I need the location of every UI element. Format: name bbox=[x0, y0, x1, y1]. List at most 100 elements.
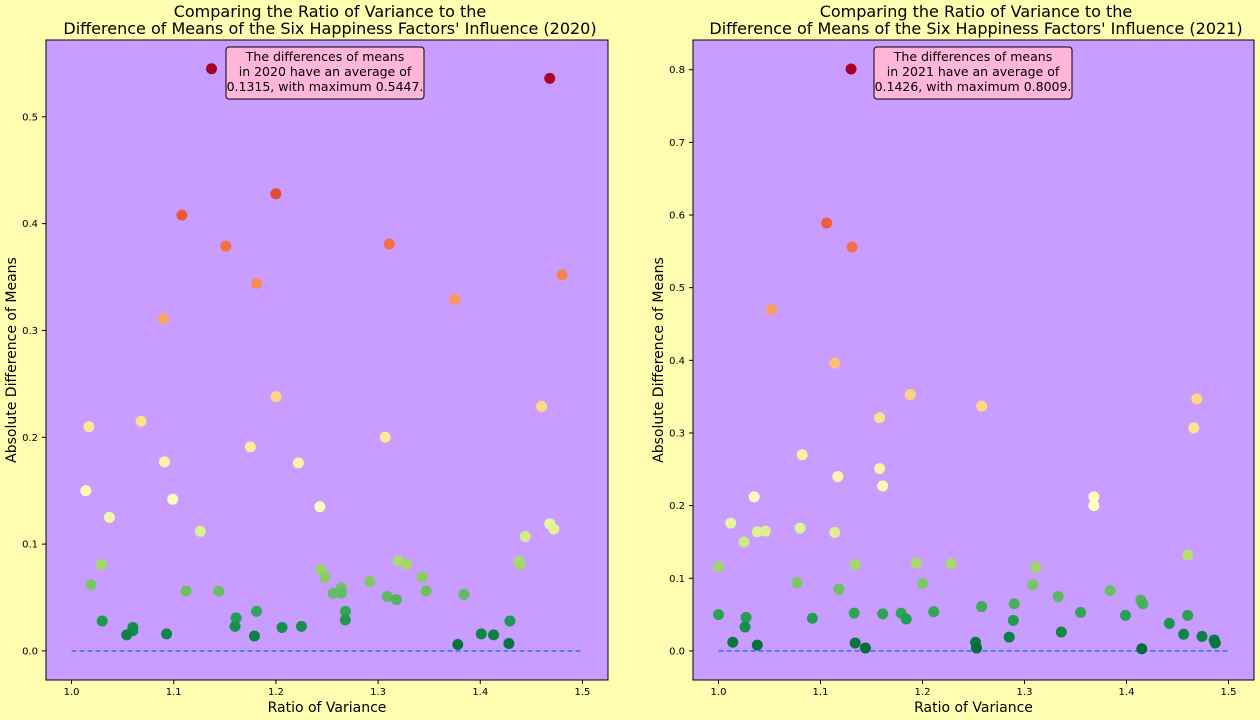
data-point bbox=[488, 629, 500, 641]
data-point bbox=[904, 388, 916, 400]
data-point bbox=[917, 577, 928, 589]
data-point bbox=[80, 485, 92, 497]
data-point bbox=[1178, 628, 1190, 640]
data-point bbox=[556, 269, 568, 281]
data-point bbox=[846, 241, 858, 253]
x-axis-label: Ratio of Variance bbox=[914, 700, 1033, 716]
data-point bbox=[796, 449, 808, 461]
data-point bbox=[229, 620, 241, 632]
data-point bbox=[381, 590, 393, 602]
data-point bbox=[379, 431, 391, 443]
y-tick-label: 0.4 bbox=[22, 219, 38, 230]
data-point bbox=[292, 457, 304, 469]
data-point bbox=[713, 609, 724, 621]
data-point bbox=[452, 639, 464, 651]
data-point bbox=[1136, 643, 1148, 655]
y-tick-label: 0.7 bbox=[669, 138, 685, 149]
data-point bbox=[829, 357, 841, 369]
data-point bbox=[1030, 561, 1042, 573]
y-tick-label: 0.4 bbox=[669, 356, 685, 367]
chart-title-line: Comparing the Ratio of Variance to the bbox=[820, 2, 1133, 21]
data-point bbox=[295, 620, 307, 632]
data-point bbox=[910, 557, 922, 569]
data-point bbox=[544, 72, 556, 84]
data-point bbox=[945, 558, 957, 570]
data-point bbox=[1119, 609, 1131, 621]
chart-title-line: Comparing the Ratio of Variance to the bbox=[174, 2, 487, 21]
data-point bbox=[270, 188, 282, 200]
data-point bbox=[401, 558, 413, 570]
data-point bbox=[536, 400, 548, 412]
data-point bbox=[751, 639, 763, 651]
data-point bbox=[194, 525, 206, 537]
annotation-text-line: in 2021 have an average of bbox=[887, 64, 1060, 79]
data-point bbox=[416, 571, 428, 583]
x-tick-label: 1.5 bbox=[1221, 687, 1237, 698]
annotation-text-line: The differences of means bbox=[893, 49, 1052, 64]
data-point bbox=[1008, 598, 1020, 610]
annotation-text-line: 0.1315, with maximum 0.5447. bbox=[227, 79, 424, 94]
data-point bbox=[738, 536, 750, 548]
data-point bbox=[96, 615, 108, 627]
data-point bbox=[206, 63, 218, 75]
x-tick-label: 1.3 bbox=[1017, 687, 1033, 698]
data-point bbox=[1137, 598, 1149, 610]
data-point bbox=[748, 491, 760, 503]
data-point bbox=[514, 558, 526, 570]
x-tick-label: 1.5 bbox=[575, 687, 591, 698]
y-tick-label: 0.6 bbox=[669, 211, 685, 222]
y-tick-label: 0.2 bbox=[669, 501, 685, 512]
data-point bbox=[449, 293, 461, 305]
data-point bbox=[1088, 491, 1100, 503]
data-point bbox=[327, 587, 339, 599]
data-point bbox=[1163, 617, 1175, 629]
y-tick-label: 0.8 bbox=[669, 65, 685, 76]
data-point bbox=[1209, 637, 1221, 649]
data-point bbox=[1052, 590, 1064, 602]
data-point bbox=[848, 607, 860, 619]
x-tick-label: 1.1 bbox=[166, 687, 182, 698]
data-point bbox=[135, 415, 147, 427]
y-tick-label: 0.0 bbox=[22, 646, 38, 657]
data-point bbox=[740, 612, 752, 624]
data-point bbox=[766, 303, 778, 315]
x-tick-label: 1.4 bbox=[472, 687, 488, 698]
data-point bbox=[971, 642, 983, 654]
data-point bbox=[1182, 609, 1194, 621]
data-point bbox=[845, 63, 857, 75]
y-tick-label: 0.3 bbox=[22, 326, 38, 337]
data-point bbox=[519, 531, 531, 543]
plot-area bbox=[45, 39, 609, 681]
annotation-box bbox=[873, 46, 1073, 100]
data-point bbox=[900, 613, 912, 625]
data-point bbox=[751, 526, 763, 538]
x-tick-label: 1.2 bbox=[268, 687, 284, 698]
data-point bbox=[1055, 626, 1067, 638]
data-point bbox=[874, 412, 886, 424]
data-point bbox=[95, 558, 107, 570]
chart-2021: Comparing the Ratio of Variance to theDi… bbox=[651, 2, 1255, 716]
data-point bbox=[877, 480, 889, 492]
y-tick-label: 0.5 bbox=[669, 283, 685, 294]
data-point bbox=[390, 594, 402, 606]
data-point bbox=[833, 583, 845, 595]
y-tick-label: 0.3 bbox=[669, 428, 685, 439]
data-point bbox=[213, 585, 225, 597]
data-point bbox=[270, 391, 282, 403]
data-point bbox=[383, 238, 395, 250]
data-point bbox=[103, 511, 115, 523]
data-point bbox=[83, 421, 95, 433]
data-point bbox=[158, 313, 170, 325]
data-point bbox=[791, 577, 803, 589]
data-point bbox=[339, 605, 351, 617]
x-tick-label: 1.1 bbox=[813, 687, 829, 698]
data-point bbox=[420, 585, 432, 597]
data-point bbox=[121, 629, 133, 641]
data-point bbox=[1088, 500, 1100, 512]
data-point bbox=[180, 585, 192, 597]
y-tick-label: 0.1 bbox=[669, 574, 685, 585]
data-point bbox=[244, 441, 256, 453]
data-point bbox=[161, 628, 173, 640]
x-tick-label: 1.2 bbox=[915, 687, 931, 698]
